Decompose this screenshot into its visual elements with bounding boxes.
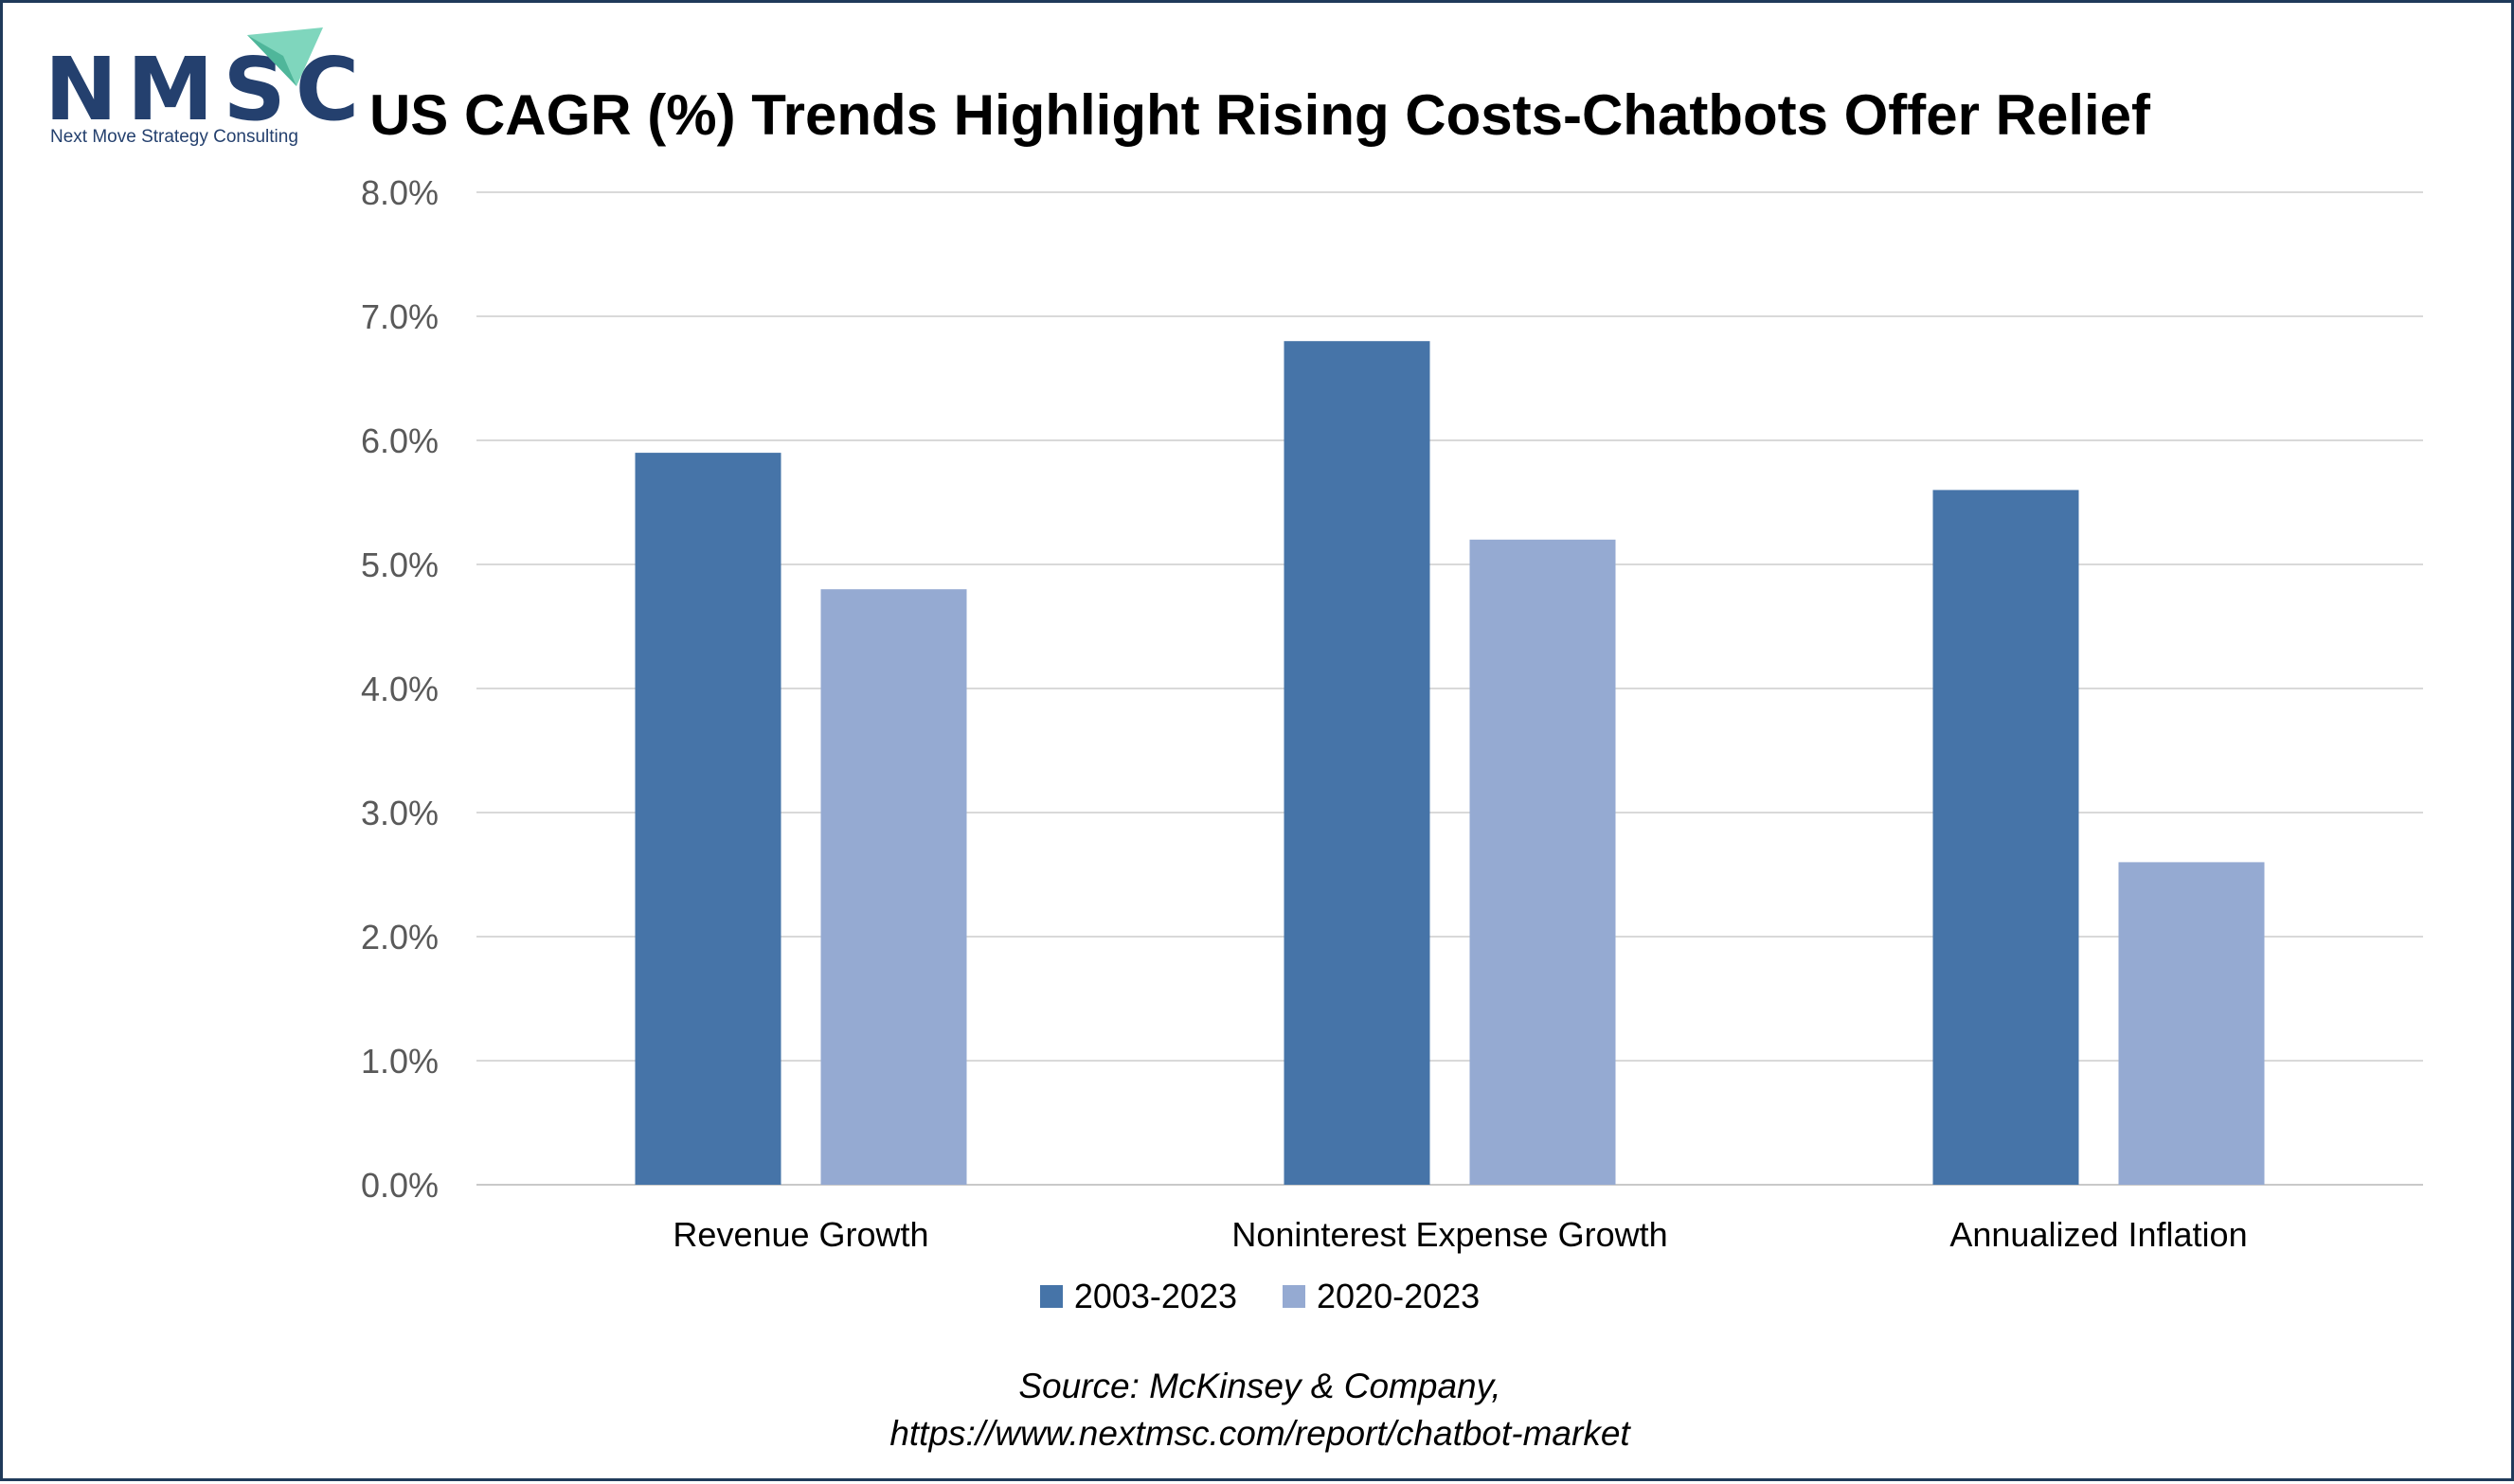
y-tick-label: 7.0% — [361, 297, 439, 336]
bar-2003-2023-2 — [1932, 490, 2079, 1185]
chart-plot-area: 0.0% 1.0% 2.0% 3.0% 4.0% 5.0% 6.0% 7.0% 8.0% Reve… — [361, 173, 2423, 1254]
legend-item: 2003-2023 — [1039, 1277, 1237, 1316]
source-note: Source: McKinsey & Company, https://www.… — [3, 1363, 2514, 1457]
bar-2003-2023-0 — [635, 453, 781, 1186]
bar-2003-2023-1 — [1284, 341, 1430, 1185]
bar-2020-2023-0 — [820, 589, 967, 1185]
legend-label: 2003-2023 — [1073, 1277, 1237, 1315]
source-line-1: Source: McKinsey & Company, — [1018, 1367, 1501, 1405]
legend-label: 2020-2023 — [1317, 1277, 1481, 1315]
x-tick-label: Revenue Growth — [673, 1215, 928, 1254]
x-tick-label: Noninterest Expense Growth — [1231, 1215, 1667, 1254]
chart-title: US CAGR (%) Trends Highlight Rising Cost… — [368, 83, 2151, 147]
y-tick-label: 4.0% — [361, 670, 439, 708]
bar-2020-2023-1 — [1469, 539, 1616, 1185]
y-tick-label: 2.0% — [361, 918, 439, 957]
legend-swatch — [1283, 1285, 1305, 1308]
nmsc-logo: NMSC Next Move Strategy Consulting — [45, 27, 359, 160]
logo-subtitle: Next Move Strategy Consulting — [50, 127, 298, 147]
chart-legend: 2003-2023 2020-2023 — [3, 1277, 2514, 1316]
y-tick-label: 6.0% — [361, 421, 439, 460]
legend-item: 2020-2023 — [1283, 1277, 1480, 1316]
logo-arrow-icon — [247, 27, 323, 86]
y-tick-label: 0.0% — [361, 1166, 439, 1205]
y-tick-label: 8.0% — [361, 173, 439, 212]
y-tick-label: 3.0% — [361, 794, 439, 832]
source-line-2: https://www.nextmsc.com/report/chatbot-m… — [889, 1414, 1630, 1453]
y-tick-label: 5.0% — [361, 545, 439, 584]
bar-2020-2023-2 — [2118, 862, 2265, 1185]
x-tick-label: Annualized Inflation — [1949, 1215, 2247, 1254]
y-tick-label: 1.0% — [361, 1042, 439, 1081]
legend-swatch — [1039, 1285, 1063, 1308]
